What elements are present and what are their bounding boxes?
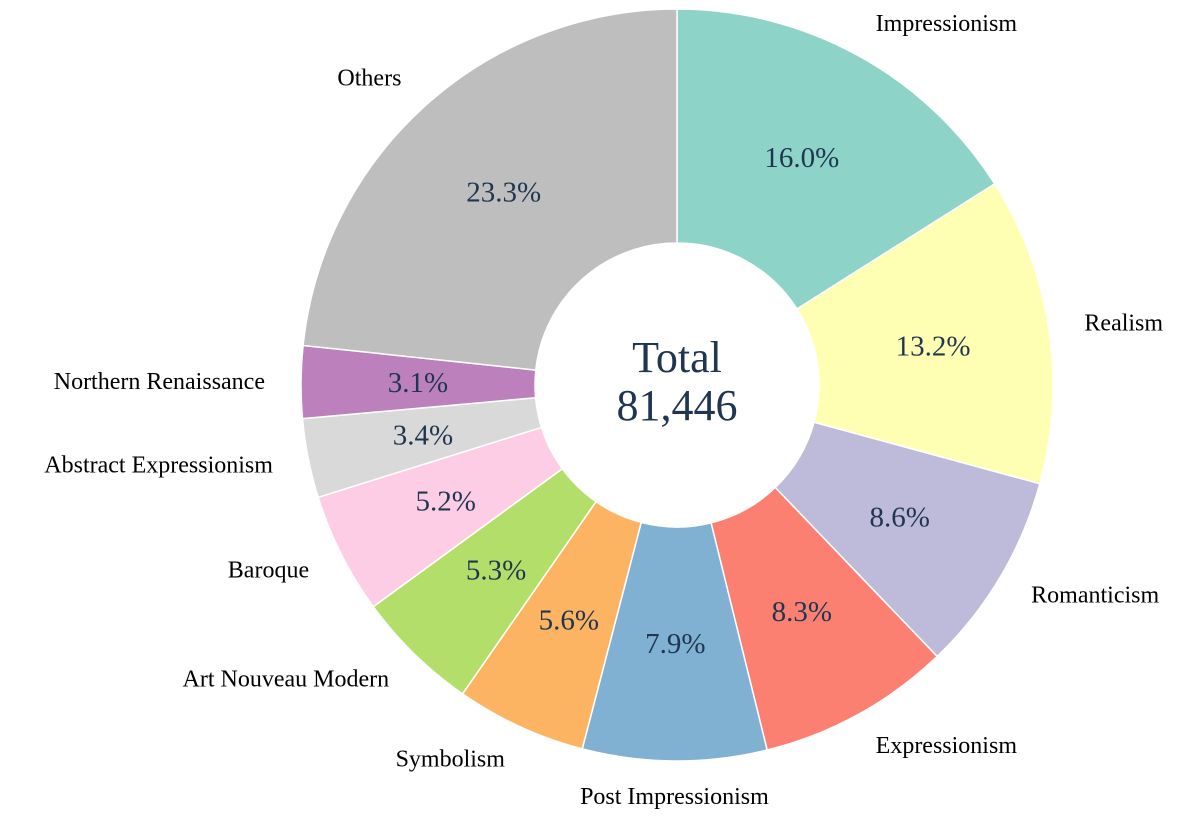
category-label: Northern Renaissance <box>54 369 265 395</box>
percent-label: 8.3% <box>772 596 832 628</box>
category-label: Symbolism <box>396 746 506 772</box>
category-label: Baroque <box>228 557 309 583</box>
category-label: Romanticism <box>1031 582 1159 608</box>
center-label: Total 81,446 <box>617 333 738 430</box>
category-label: Art Nouveau Modern <box>183 667 390 693</box>
percent-label: 3.1% <box>388 367 448 399</box>
category-label: Post Impressionism <box>580 784 769 810</box>
percent-label: 13.2% <box>896 330 971 362</box>
percent-label: 7.9% <box>645 628 705 660</box>
percent-label: 23.3% <box>466 176 541 208</box>
category-label: Abstract Expressionism <box>44 452 273 478</box>
category-label: Realism <box>1084 311 1163 337</box>
center-label-line2: 81,446 <box>617 381 738 430</box>
slice-expressionism <box>710 486 939 751</box>
percent-labels: 16.0% 13.2% 8.6% 8.3% 7.9% 5.6% 5.3% 5.2% 3.4% 3.… <box>388 142 971 660</box>
category-labels: Impressionism Realism Romanticism Expressio… <box>44 11 1163 810</box>
slice-romanticism <box>774 421 1041 658</box>
slice-others <box>302 8 678 371</box>
percent-label: 5.6% <box>539 604 599 636</box>
category-label: Expressionism <box>876 733 1018 759</box>
category-label: Others <box>337 66 401 92</box>
percent-label: 8.6% <box>869 501 929 533</box>
category-label: Impressionism <box>876 11 1018 37</box>
percent-label: 5.2% <box>416 486 476 518</box>
percent-label: 3.4% <box>393 420 453 452</box>
percent-label: 16.0% <box>764 142 839 174</box>
donut-slices <box>300 8 1054 762</box>
slice-realism <box>795 182 1054 485</box>
percent-label: 5.3% <box>466 554 526 586</box>
center-label-line1: Total <box>632 333 722 382</box>
